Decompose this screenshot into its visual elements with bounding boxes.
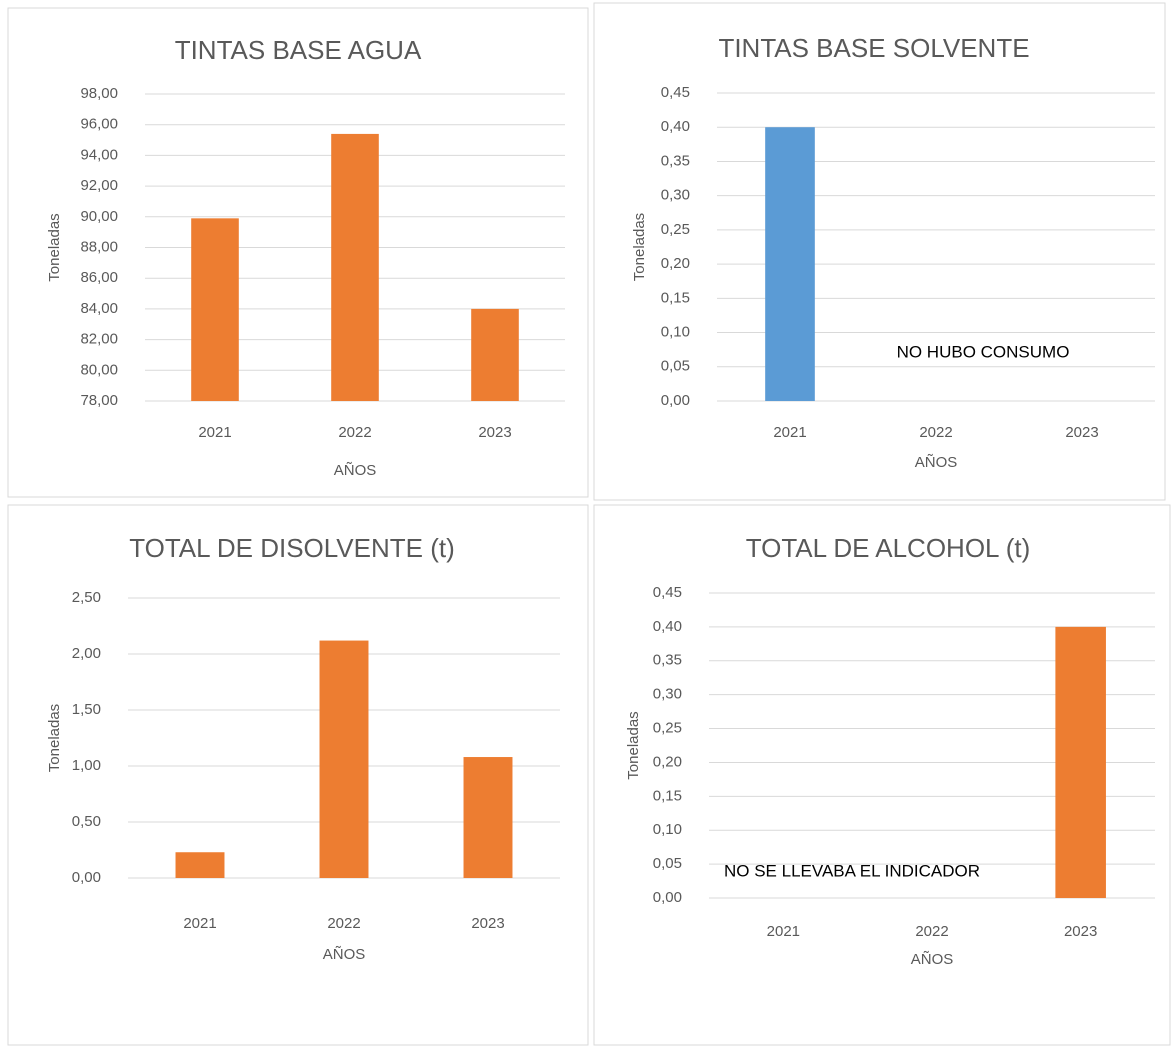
y-tick-label: 0,50 [72, 813, 101, 830]
x-tick-label: 2023 [1064, 923, 1097, 940]
y-tick-label: 0,40 [661, 118, 690, 135]
x-tick-label: 2022 [338, 424, 371, 441]
y-tick-label: 0,10 [653, 821, 682, 838]
bar [175, 852, 225, 878]
y-tick-label: 0,20 [661, 255, 690, 272]
y-tick-label: 92,00 [80, 177, 118, 194]
bar [471, 308, 519, 401]
chart-title: TOTAL DE DISOLVENTE (t) [129, 533, 455, 563]
bar [331, 133, 379, 401]
y-tick-label: 2,50 [72, 589, 101, 606]
y-tick-label: 84,00 [80, 300, 118, 317]
y-tick-label: 0,45 [661, 84, 690, 101]
bar [765, 127, 815, 401]
y-tick-label: 96,00 [80, 116, 118, 133]
y-tick-label: 1,50 [72, 701, 101, 718]
x-tick-label: 2023 [478, 424, 511, 441]
y-tick-label: 0,05 [661, 358, 690, 375]
y-tick-label: 0,45 [653, 584, 682, 601]
y-tick-label: 82,00 [80, 331, 118, 348]
y-tick-label: 0,05 [653, 855, 682, 872]
y-tick-label: 98,00 [80, 85, 118, 102]
chart-title: TINTAS BASE SOLVENTE [718, 33, 1029, 63]
y-tick-label: 0,25 [653, 720, 682, 737]
x-tick-label: 2021 [198, 424, 231, 441]
y-tick-label: 88,00 [80, 238, 118, 255]
y-tick-label: 94,00 [80, 146, 118, 163]
x-tick-label: 2021 [767, 923, 800, 940]
chart-title: TOTAL DE ALCOHOL (t) [746, 533, 1031, 563]
y-axis-label: Toneladas [631, 213, 648, 281]
x-tick-label: 2023 [471, 915, 504, 932]
x-axis-label: AÑOS [334, 462, 377, 479]
bar [191, 218, 239, 401]
x-tick-label: 2023 [1065, 424, 1098, 441]
y-tick-label: 80,00 [80, 361, 118, 378]
y-tick-label: 78,00 [80, 392, 118, 409]
y-tick-label: 0,35 [653, 652, 682, 669]
x-axis-label: AÑOS [911, 951, 954, 968]
y-tick-label: 0,00 [72, 869, 101, 886]
panel [7, 7, 589, 498]
y-tick-label: 90,00 [80, 208, 118, 225]
y-tick-label: 0,40 [653, 618, 682, 635]
y-axis-label: Toneladas [46, 704, 63, 772]
annotation: NO SE LLEVABA EL INDICADOR [724, 861, 980, 880]
y-tick-label: 0,20 [653, 753, 682, 770]
x-tick-label: 2022 [919, 424, 952, 441]
y-axis-label: Toneladas [46, 213, 63, 281]
bar [319, 640, 369, 878]
y-tick-label: 0,15 [653, 787, 682, 804]
bar [463, 757, 513, 878]
y-tick-label: 86,00 [80, 269, 118, 286]
x-axis-label: AÑOS [915, 454, 958, 471]
chart-title: TINTAS BASE AGUA [175, 35, 422, 65]
y-tick-label: 0,30 [653, 686, 682, 703]
y-tick-label: 0,00 [661, 392, 690, 409]
y-tick-label: 0,00 [653, 889, 682, 906]
y-tick-label: 0,15 [661, 289, 690, 306]
x-tick-label: 2022 [915, 923, 948, 940]
y-tick-label: 0,25 [661, 221, 690, 238]
x-axis-label: AÑOS [323, 946, 366, 963]
y-axis-label: Toneladas [625, 711, 642, 779]
bar [1055, 626, 1106, 898]
annotation: NO HUBO CONSUMO [897, 342, 1070, 361]
panel [593, 2, 1166, 501]
y-tick-label: 0,30 [661, 187, 690, 204]
x-tick-label: 2021 [183, 915, 216, 932]
y-tick-label: 0,10 [661, 324, 690, 341]
x-tick-label: 2021 [773, 424, 806, 441]
x-tick-label: 2022 [327, 915, 360, 932]
y-tick-label: 0,35 [661, 152, 690, 169]
y-tick-label: 2,00 [72, 645, 101, 662]
y-tick-label: 1,00 [72, 757, 101, 774]
